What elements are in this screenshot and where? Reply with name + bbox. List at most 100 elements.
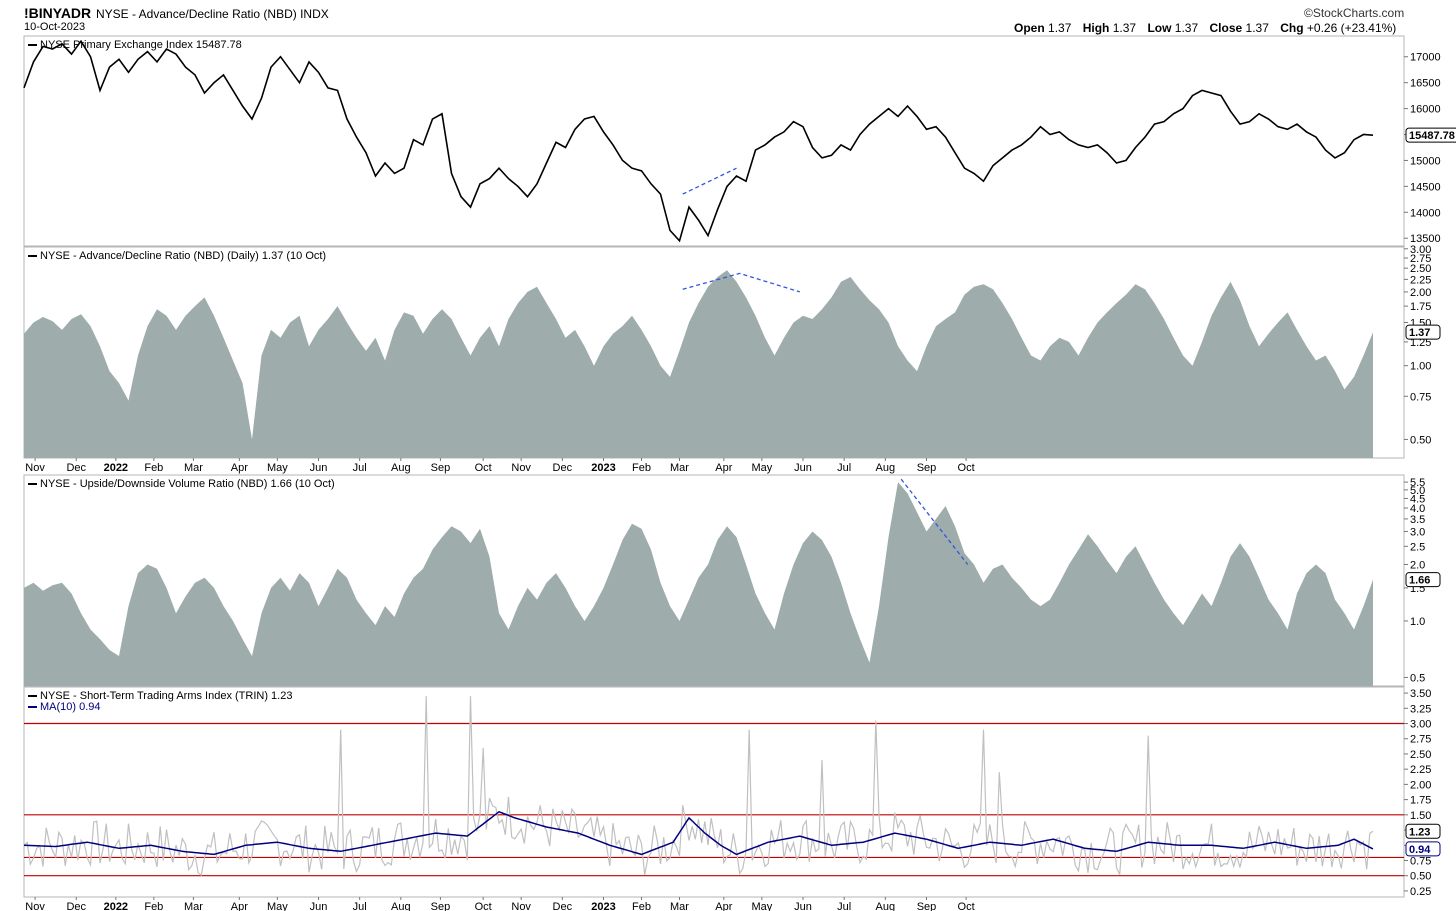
x-axis-month-label: Jun	[310, 462, 328, 474]
x-axis-month-label: Jun	[794, 462, 812, 474]
x-axis-month-label: Feb	[632, 462, 651, 474]
panel-trin-ytick-label: 2.00	[1410, 779, 1431, 791]
x-axis-month-label: Oct	[958, 462, 975, 474]
x-axis-month-label: Feb	[632, 901, 651, 911]
panel-trin-ma-legend-label: MA(10) 0.94	[40, 701, 101, 713]
x-axis-month-label: Aug	[876, 462, 896, 474]
x-axis-month-label: Aug	[876, 901, 896, 911]
symbol: !BINYADR	[24, 5, 92, 21]
panel-ud_volume_ratio-ytick-label: 4.5	[1410, 493, 1425, 505]
close-value: 1.37	[1245, 21, 1269, 35]
x-axis-month-label: Apr	[231, 462, 248, 474]
x-axis-month-label: Feb	[144, 462, 163, 474]
panel-ad_ratio-last-value-label: 1.37	[1409, 327, 1430, 339]
symbol-description: NYSE - Advance/Decline Ratio (NBD) INDX	[96, 7, 329, 21]
x-axis-month-label: Jul	[353, 462, 367, 474]
x-axis-month-label: Apr	[715, 901, 732, 911]
x-axis-month-label: 2023	[591, 901, 615, 911]
close-label: Close	[1209, 21, 1243, 35]
panel-trin-ytick-label: 0.25	[1410, 886, 1431, 898]
x-axis-month-label: Mar	[184, 901, 203, 911]
panel-trin-ytick-label: 2.75	[1410, 734, 1431, 746]
x-axis-month-label: May	[751, 901, 772, 911]
panel-ad_ratio-ytick-label: 3.00	[1410, 244, 1431, 256]
panel-ud_volume_ratio-ytick-label: 5.5	[1410, 477, 1425, 489]
brand-label[interactable]: ©StockCharts.com	[1304, 6, 1405, 20]
annotation-dashed-line	[682, 167, 737, 195]
x-axis-month-label: May	[751, 462, 772, 474]
panel-price-last-value-label: 15487.78	[1409, 130, 1455, 142]
panel-ud_volume_ratio-ytick-label: 5.0	[1410, 485, 1425, 497]
panel-trin-last-value-box	[1405, 841, 1441, 857]
x-axis-month-label: May	[267, 462, 288, 474]
panel-price-ytick-label: 14500	[1410, 181, 1441, 193]
high-label: High	[1082, 21, 1110, 35]
panel-trin-ytick-label: 3.25	[1410, 703, 1431, 715]
x-axis-month-label: Nov	[25, 462, 45, 474]
chart-date: 10-Oct-2023	[24, 21, 86, 33]
panel-ad_ratio-ytick-label: 0.50	[1410, 434, 1431, 446]
panel-trin-ytick-label: 2.50	[1410, 749, 1431, 761]
x-axis-month-label: Apr	[231, 901, 248, 911]
panel-ad_ratio-area-series	[24, 270, 1373, 458]
ohlc-readout: Open 1.37 High 1.37 Low 1.37 Close 1.37 …	[1014, 21, 1396, 35]
x-axis-month-label: Sep	[917, 462, 937, 474]
panel-trin-frame	[23, 686, 1405, 898]
panel-trin-ytick-label: 3.50	[1410, 688, 1431, 700]
panel-trin-ytick-label: 0.50	[1410, 871, 1431, 883]
panel-price-ytick-label: 15000	[1410, 155, 1441, 167]
x-axis-month-label: Jul	[353, 901, 367, 911]
x-axis-month-label: Aug	[391, 462, 411, 474]
panel-trin-last-value-box	[1405, 823, 1441, 839]
x-axis-month-label: Oct	[475, 901, 492, 911]
panel-ad_ratio-ytick-label: 2.50	[1410, 263, 1431, 275]
panel-ad_ratio-ytick-label: 2.25	[1410, 274, 1431, 286]
panel-ud_volume_ratio-ytick-label: 3.0	[1410, 526, 1425, 538]
x-axis-month-label: Nov	[511, 462, 531, 474]
panel-ud_volume_ratio-ytick-label: 4.0	[1410, 503, 1425, 515]
panel-price-ytick-label: 14000	[1410, 207, 1441, 219]
x-axis-month-label: Feb	[144, 901, 163, 911]
panel-ad_ratio-ytick-label: 1.25	[1410, 337, 1431, 349]
x-axis-month-label: Nov	[511, 901, 531, 911]
low-label: Low	[1147, 21, 1172, 35]
panel-trin-trin-line	[23, 696, 1374, 877]
description: NYSE - Advance/Decline Ratio (NBD)	[96, 7, 297, 21]
panel-ad_ratio-ytick-label: 2.75	[1410, 253, 1431, 265]
panel-price-ytick-label: 13500	[1410, 233, 1441, 245]
panel-ad_ratio-last-value-box	[1405, 324, 1441, 340]
x-axis-month-label: 2022	[104, 901, 128, 911]
x-axis-month-label: Dec	[553, 462, 573, 474]
panel-trin-ytick-label: 1.75	[1410, 795, 1431, 807]
panel-trin-ytick-label: 3.00	[1410, 719, 1431, 731]
x-axis-month-label: Apr	[715, 462, 732, 474]
panel-ud_volume_ratio-ytick-label: 3.5	[1410, 514, 1425, 526]
panel-trin-last-value-label: 1.23	[1409, 826, 1430, 838]
x-axis-month-label: Mar	[184, 462, 203, 474]
open-value: 1.37	[1048, 21, 1072, 35]
x-axis-month-label: Oct	[475, 462, 492, 474]
x-axis-month-label: Jun	[794, 901, 812, 911]
x-axis-month-label: Dec	[553, 901, 573, 911]
panel-price-frame	[23, 35, 1405, 247]
chart-header: !BINYADR NYSE - Advance/Decline Ratio (N…	[0, 0, 1456, 36]
panel-trin-ytick-label: 0.75	[1410, 855, 1431, 867]
panel-ud_volume_ratio-area-series	[24, 482, 1373, 686]
panel-ud_volume_ratio-ytick-label: 1.0	[1410, 616, 1425, 628]
x-axis-month-label: May	[267, 901, 288, 911]
panel-ad_ratio-legend-label: NYSE - Advance/Decline Ratio (NBD) (Dail…	[40, 250, 326, 262]
x-axis-month-label: Sep	[431, 901, 451, 911]
x-axis-month-label: Jun	[310, 901, 328, 911]
x-axis-month-label: Mar	[670, 462, 689, 474]
x-axis-month-label: Dec	[66, 901, 86, 911]
x-axis-month-label: Jul	[837, 462, 851, 474]
panel-price-ytick-label: 16500	[1410, 78, 1441, 90]
panel-ud_volume_ratio-ytick-label: 2.5	[1410, 541, 1425, 553]
panel-price-ytick-label: 17000	[1410, 52, 1441, 64]
panel-price-legend-label: NYSE Primary Exchange Index 15487.78	[40, 39, 242, 51]
annotation-dashed-line	[682, 272, 800, 293]
x-axis-month-label: Aug	[391, 901, 411, 911]
x-axis-month-label: Sep	[431, 462, 451, 474]
x-axis-month-label: Nov	[25, 901, 45, 911]
